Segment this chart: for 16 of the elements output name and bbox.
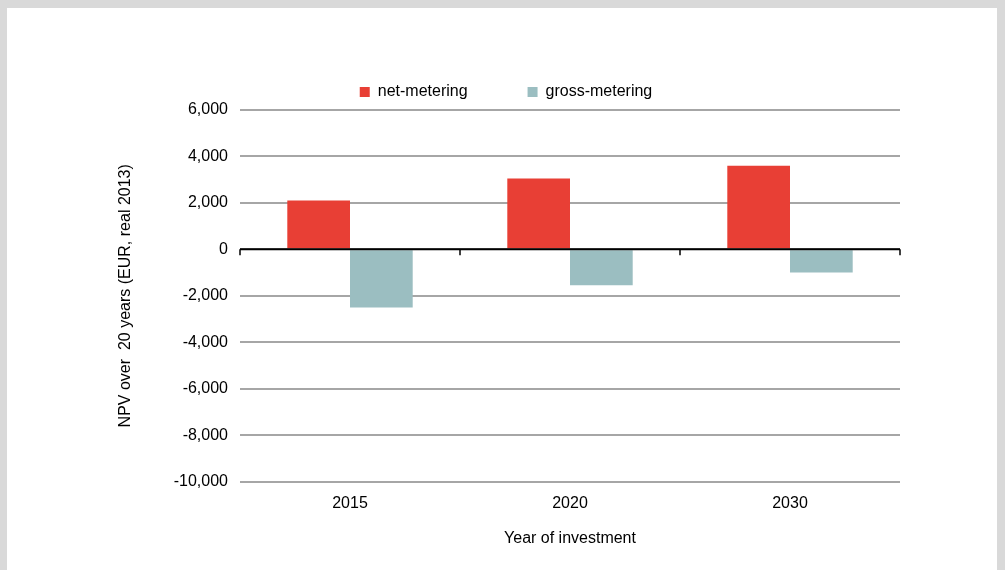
x-axis-title: Year of investment bbox=[504, 528, 637, 546]
y-tick-label: 2,000 bbox=[187, 193, 229, 211]
y-tick-label: 6,000 bbox=[187, 100, 229, 118]
y-tick-label: -2,000 bbox=[182, 286, 229, 304]
y-tick-label: -6,000 bbox=[182, 379, 229, 397]
legend-label: gross-metering bbox=[545, 82, 653, 100]
x-tick-label: 2020 bbox=[552, 493, 588, 511]
legend-label: net-metering bbox=[377, 82, 468, 100]
y-tick-label: 4,000 bbox=[187, 146, 229, 164]
x-tick-label: 2030 bbox=[772, 493, 808, 511]
y-tick-label: 0 bbox=[219, 239, 229, 257]
y-tick-label: -4,000 bbox=[182, 332, 229, 350]
y-axis-title: NPV over 20 years (EUR, real 2013) bbox=[116, 164, 134, 428]
x-tick-label: 2015 bbox=[332, 493, 368, 511]
y-tick-label: -10,000 bbox=[173, 472, 229, 490]
y-tick-label: -8,000 bbox=[182, 425, 229, 443]
